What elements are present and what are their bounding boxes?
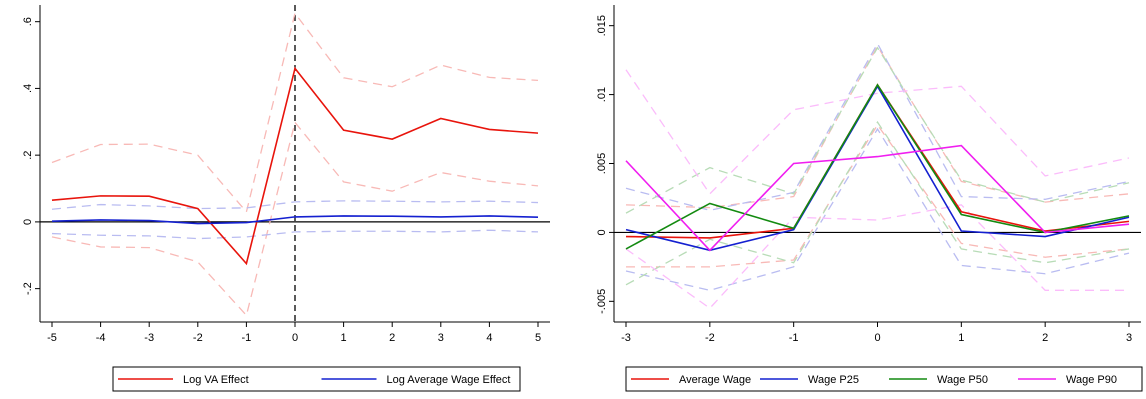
legend-label-series-2: Log Average Wage Effect: [387, 374, 511, 386]
x-tick-label: 2: [389, 332, 395, 344]
series-line-3: [625, 83, 1130, 250]
y-tick-label: -.2: [22, 282, 34, 295]
y-tick-label: .4: [22, 84, 34, 93]
series-line-1: [625, 83, 1130, 239]
series-line-4: [625, 144, 1130, 252]
x-tick-label: 1: [958, 332, 964, 344]
y-tick-label: 0: [22, 219, 34, 225]
y-tick-label: .2: [22, 151, 34, 160]
legend: Average Wage Wage P25 Wage P50 Wage P90: [625, 366, 1143, 392]
x-tick-label: 3: [438, 332, 444, 344]
legend-box: [625, 366, 1143, 392]
legend-label-series-4: Wage P90: [1066, 374, 1117, 386]
y-tick-label: .015: [596, 15, 608, 36]
legend-label-series-3: Wage P50: [937, 374, 988, 386]
chart-panel-2: -.005 0 .005 .01 .015 -3 -2 -1 0 1 2 3 Average Wage W…: [596, 5, 1143, 392]
ci-upper-line-series-2: [625, 42, 1130, 212]
x-tick-label: 1: [341, 332, 347, 344]
x-tick-label: 0: [292, 332, 298, 344]
x-tick-label: 0: [874, 332, 880, 344]
ci-lower-line-series-2: [51, 229, 539, 240]
x-tick-label: 3: [1126, 332, 1132, 344]
legend-label-series-1: Average Wage: [679, 374, 751, 386]
legend-label-series-1: Log VA Effect: [183, 374, 249, 386]
ci-lower-line-series-2: [625, 127, 1130, 291]
legend: Log VA Effect Log Average Wage Effect: [112, 366, 521, 392]
y-tick-label: -.005: [596, 289, 608, 314]
y-tick-label: .005: [596, 153, 608, 174]
x-tick-label: 4: [486, 332, 492, 344]
x-tick-label: -2: [705, 332, 715, 344]
x-tick-label: 5: [535, 332, 541, 344]
ci-lower-line-series-3: [625, 120, 1130, 286]
x-tick-label: -1: [242, 332, 252, 344]
ci-upper-line-series-1: [51, 11, 539, 214]
series-line-1: [51, 66, 539, 266]
ci-lower-line-series-1: [51, 121, 539, 317]
ci-lower-line-series-4: [625, 204, 1129, 310]
y-tick-label: .6: [22, 17, 34, 26]
x-tick-label: -5: [47, 332, 57, 344]
x-tick-label: -1: [789, 332, 799, 344]
y-tick-label: .01: [596, 87, 608, 102]
series-line-2: [625, 84, 1130, 252]
series-line-2: [51, 215, 539, 225]
x-tick-label: -2: [193, 332, 203, 344]
ci-upper-line-series-1: [625, 45, 1130, 209]
y-tick-label: 0: [596, 229, 608, 235]
ci-upper-line-series-2: [51, 200, 539, 210]
legend-box: [112, 366, 521, 392]
legend-label-series-2: Wage P25: [808, 374, 859, 386]
x-tick-label: -4: [96, 332, 106, 344]
x-tick-label: -3: [144, 332, 154, 344]
ci-upper-line-series-3: [625, 46, 1130, 214]
x-tick-label: -3: [621, 332, 631, 344]
ci-lower-line-series-1: [626, 123, 1130, 268]
ci-upper-line-series-4: [625, 69, 1130, 195]
x-tick-label: 2: [1042, 332, 1048, 344]
